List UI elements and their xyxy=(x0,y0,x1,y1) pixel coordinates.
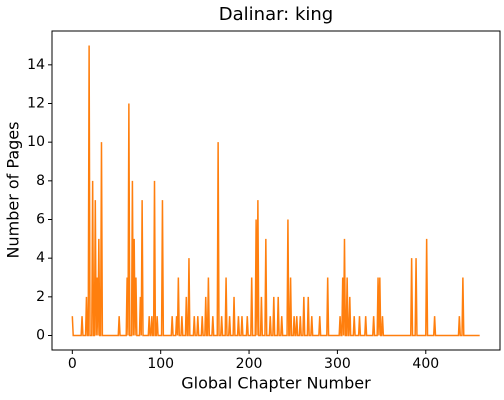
plot-frame xyxy=(51,30,501,351)
chart-title: Dalinar: king xyxy=(219,4,333,25)
y-tick-label: 4 xyxy=(36,250,45,266)
y-tick-label: 8 xyxy=(36,173,45,189)
y-tick-label: 6 xyxy=(36,212,45,228)
y-tick-label: 0 xyxy=(36,328,45,344)
y-tick-label: 12 xyxy=(27,96,45,112)
y-tick-label: 2 xyxy=(36,289,45,305)
y-axis-label: Number of Pages xyxy=(4,122,23,259)
x-tick-label: 400 xyxy=(412,356,439,372)
x-axis-label: Global Chapter Number xyxy=(181,374,371,393)
x-tick-label: 100 xyxy=(147,356,174,372)
y-tick-label: 14 xyxy=(27,57,45,73)
x-tick-label: 200 xyxy=(236,356,263,372)
x-tick-label: 300 xyxy=(324,356,351,372)
x-tick-label: 0 xyxy=(68,356,77,372)
y-tick-label: 10 xyxy=(27,134,45,150)
data-line xyxy=(71,45,480,337)
